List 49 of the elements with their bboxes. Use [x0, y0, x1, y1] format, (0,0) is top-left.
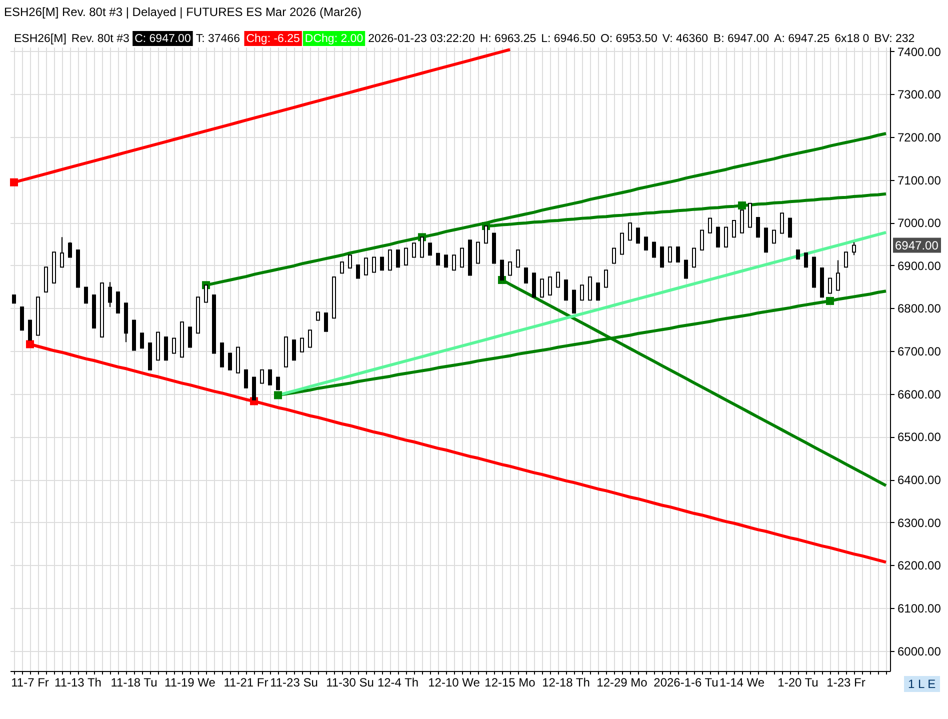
y-tick-label: 6000.00 — [898, 644, 942, 658]
text: T: 37466 — [196, 33, 240, 45]
x-tick-label: 11-7 Fr — [11, 676, 49, 690]
y-tick-label: 7100.00 — [898, 173, 942, 188]
x-tick-label: 12-29 Mo — [596, 676, 648, 690]
x-tick-label: 11-13 Th — [54, 676, 102, 690]
x-tick-label: 11-21 Fr — [224, 676, 268, 690]
text: 2026-01-23 03:22:20 — [368, 33, 475, 45]
text: L: 6946.50 — [541, 33, 596, 45]
y-tick-label: 7000.00 — [898, 216, 942, 230]
chart-title: ESH26[M] Rev. 80t #3 | Delayed | FUTURES ES Mar 2026 (Mar26) — [4, 5, 362, 19]
text: 6947.00 — [895, 238, 939, 252]
y-tick-label: 6900.00 — [898, 258, 942, 273]
x-tick-label: 1-14 We — [719, 676, 765, 690]
text: B: 6947.00 — [713, 33, 770, 45]
y-tick-label: 6300.00 — [898, 516, 942, 530]
x-tick-label: 12-18 Th — [542, 676, 590, 690]
text: A: 6947.25 — [774, 33, 830, 45]
text: ESH26[M] — [14, 33, 66, 45]
text: H: 6963.25 — [480, 33, 536, 45]
x-tick-label: 11-30 Su — [326, 676, 374, 690]
x-tick-label: 1-20 Tu — [778, 676, 818, 690]
text: BV: 232 — [874, 33, 915, 45]
y-tick-label: 6700.00 — [898, 344, 942, 359]
y-tick-label: 6200.00 — [898, 558, 942, 573]
text: Chg: -6.25 — [246, 33, 300, 45]
text: V: 46360 — [662, 33, 708, 45]
y-tick-label: 7400.00 — [898, 44, 942, 59]
y-tick-label: 6400.00 — [898, 473, 942, 488]
y-tick-label: 6600.00 — [898, 387, 942, 402]
text: DChg: 2.00 — [304, 33, 364, 45]
text: Rev. 80t #3 — [71, 33, 130, 45]
x-tick-label: 12-4 Th — [377, 676, 419, 690]
x-tick-label: 1-23 Fr — [826, 676, 866, 690]
x-tick-label: 11-18 Tu — [110, 676, 158, 690]
y-tick-label: 7300.00 — [898, 88, 942, 102]
y-tick-label: 6100.00 — [898, 602, 942, 616]
x-tick-label: 12-15 Mo — [484, 676, 536, 690]
y-tick-label: 6500.00 — [898, 430, 942, 444]
x-tick-label: 11-23 Su — [270, 676, 318, 690]
text: O: 6953.50 — [600, 33, 658, 45]
text: C: 6947.00 — [134, 33, 191, 45]
x-tick-label: 2026-1-6 Tu — [654, 676, 718, 690]
x-tick-label: 12-10 We — [428, 676, 480, 690]
text: 1 L E — [908, 677, 936, 691]
y-tick-label: 6800.00 — [898, 302, 942, 316]
y-tick-label: 7200.00 — [898, 130, 942, 144]
text: 6x18 0 — [834, 33, 870, 45]
x-tick-label: 11-19 We — [164, 676, 216, 690]
